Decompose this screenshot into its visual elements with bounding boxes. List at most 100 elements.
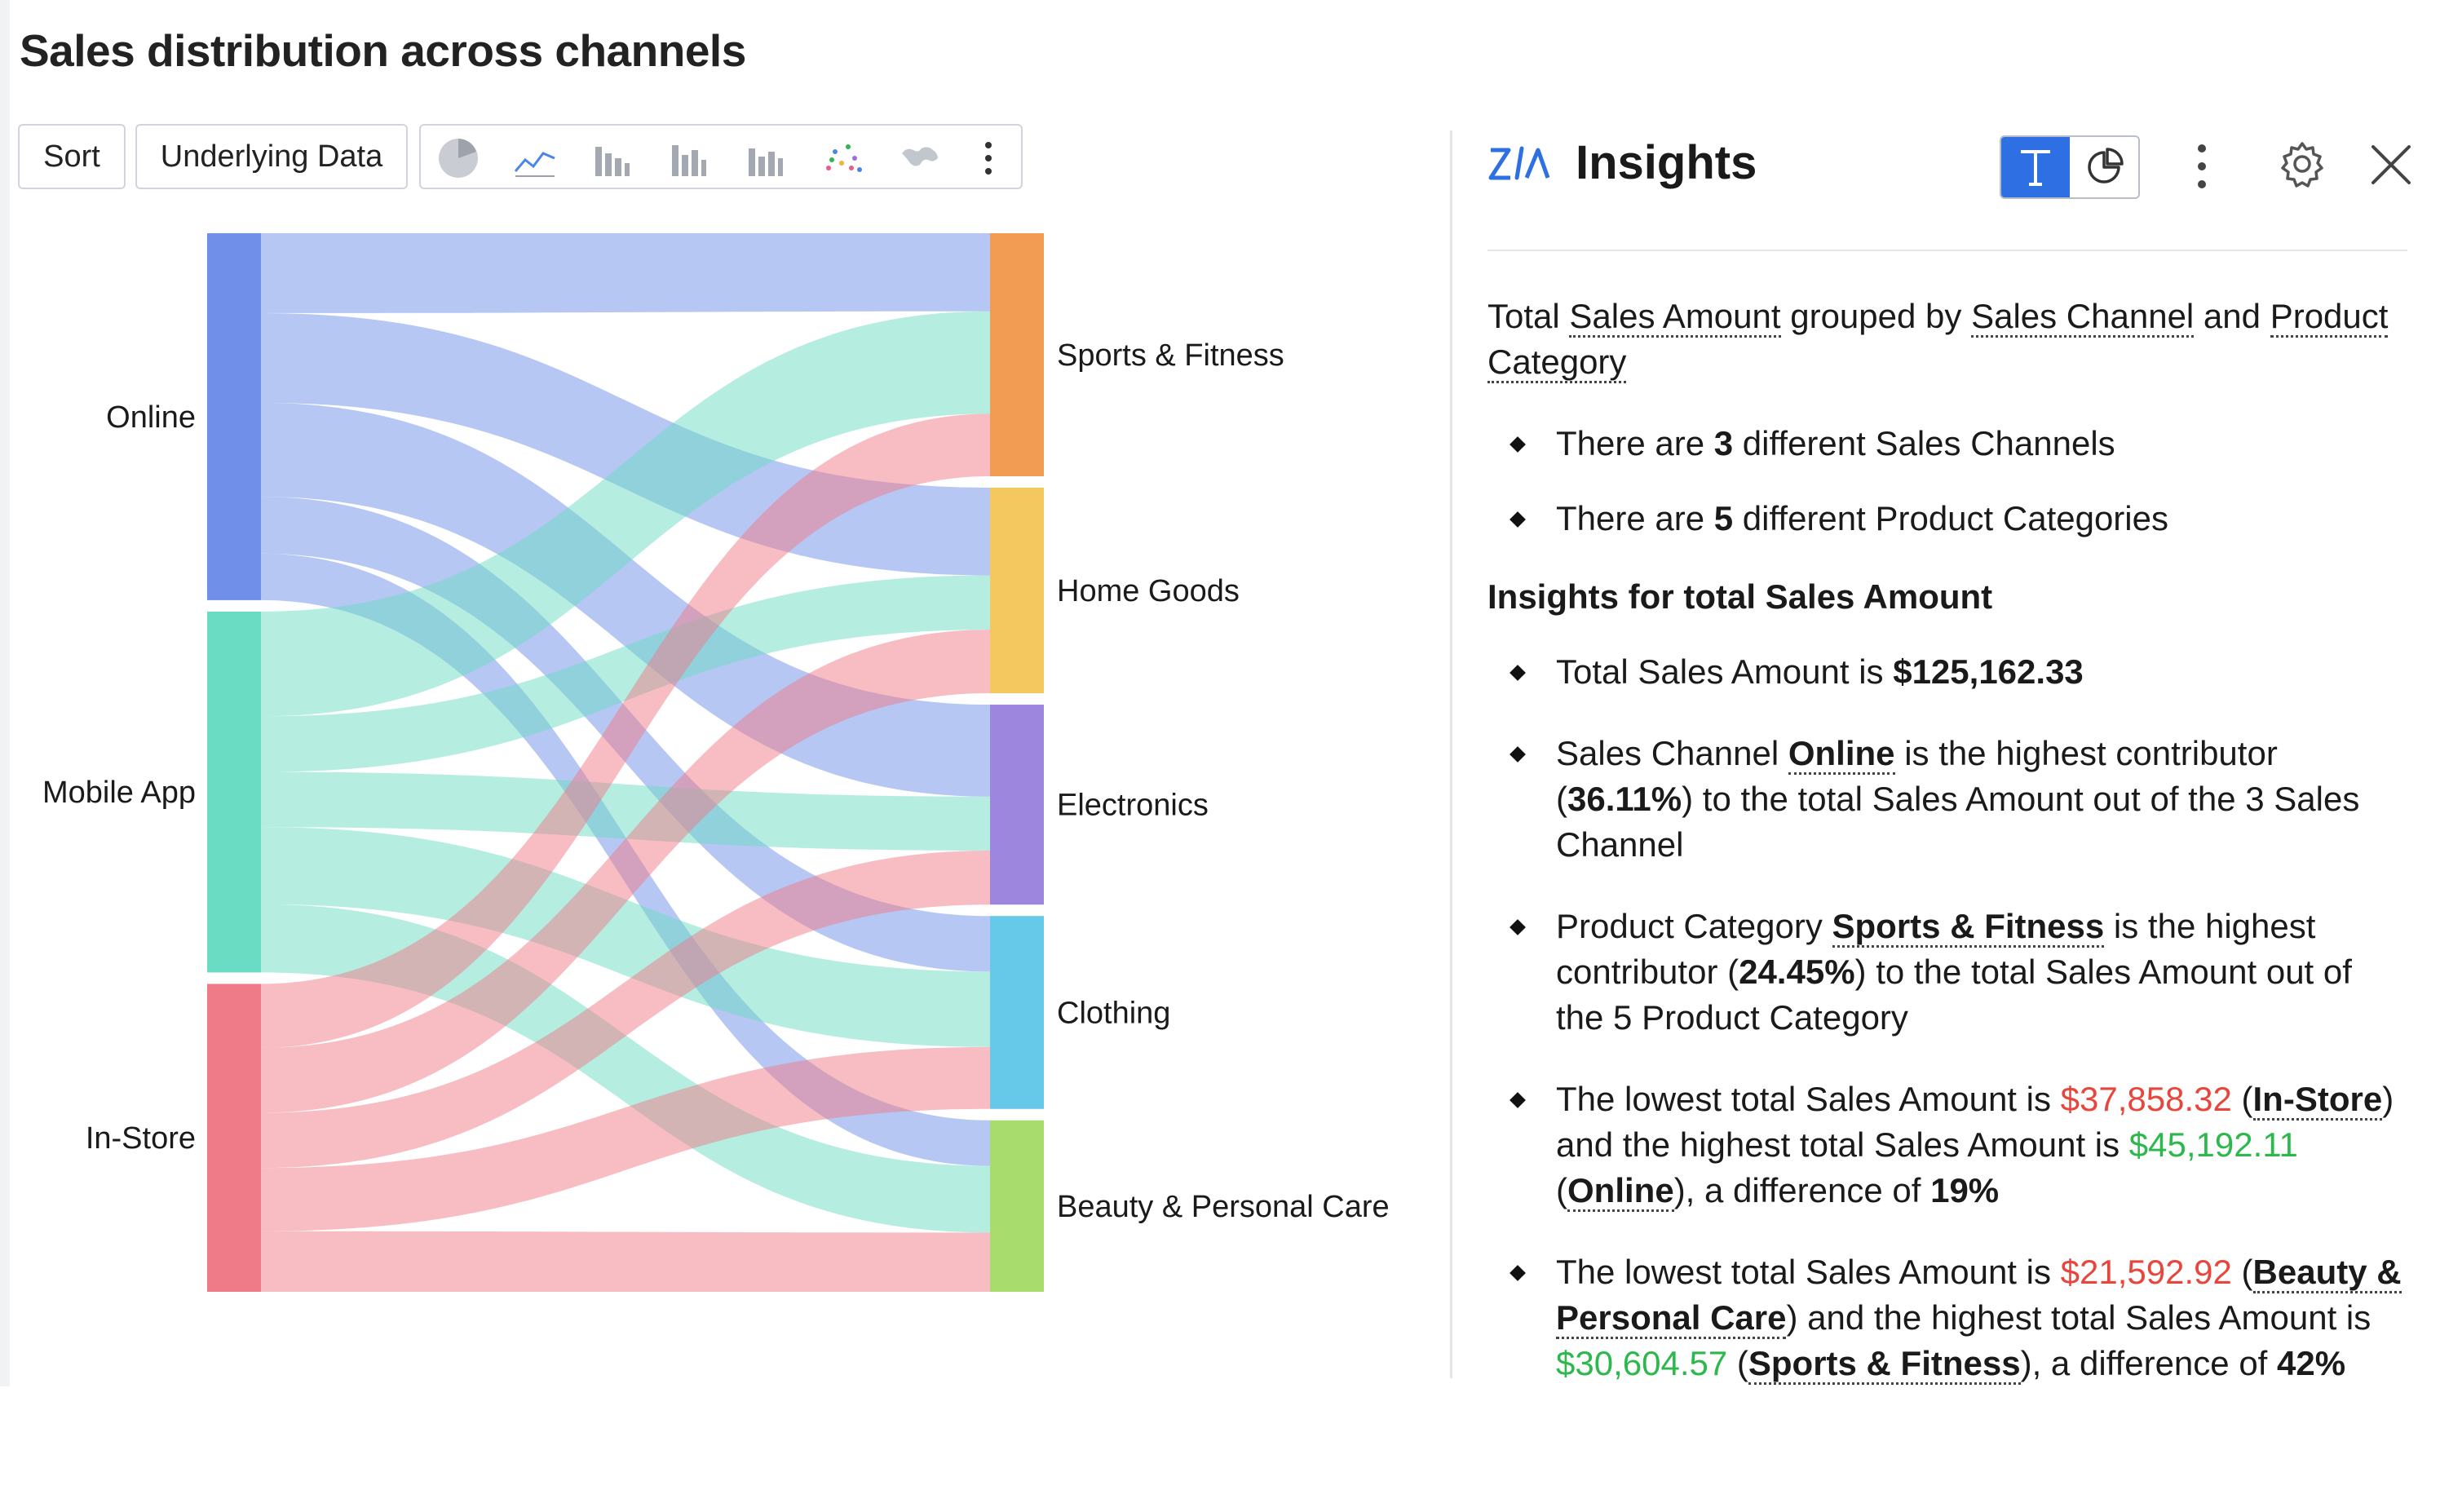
- sankey-link-in-store-to-clothing[interactable]: [261, 1046, 990, 1231]
- insight-text: Product Category: [1556, 907, 1832, 945]
- sankey-link-mobile-app-to-home-goods[interactable]: [261, 575, 990, 772]
- insight-link[interactable]: Sports & Fitness: [1748, 1344, 2021, 1385]
- insight-text: (: [1727, 1344, 1748, 1382]
- insights-title: Insights: [1576, 136, 1757, 189]
- insight-text: ) and the highest total Sales Amount is: [1786, 1298, 2371, 1337]
- insight-item: The lowest total Sales Amount is $37,858…: [1487, 1077, 2407, 1214]
- text-view-icon: [2021, 150, 2050, 186]
- pie-chart-icon[interactable]: [435, 135, 481, 181]
- insight-text: is the highest contributor (: [1556, 907, 2316, 991]
- insight-link[interactable]: Sports & Fitness: [1832, 907, 2105, 948]
- insight-high-value: $45,192.11: [2128, 1125, 2298, 1164]
- insight-item: Sales Channel Online is the highest cont…: [1487, 731, 2407, 868]
- view-toggle: [2000, 135, 2140, 199]
- sankey-label-electronics: Electronics: [1057, 789, 1209, 823]
- insight-text: The lowest total Sales Amount is: [1556, 1080, 2061, 1118]
- summary-text: Total: [1487, 297, 1570, 335]
- sankey-link-in-store-to-beauty-and-personal-care[interactable]: [261, 1231, 990, 1292]
- more-icon[interactable]: [972, 135, 1005, 181]
- insight-text: ), a difference of: [2020, 1344, 2278, 1382]
- grouped-bar-chart-icon[interactable]: [742, 135, 788, 181]
- sankey-node-electronics[interactable]: [990, 705, 1044, 905]
- dimension-link-sales-channel[interactable]: Sales Channel: [1971, 297, 2195, 338]
- map-chart-icon[interactable]: [897, 135, 943, 181]
- insight-item: There are 5 different Product Categories: [1487, 496, 2407, 542]
- sankey-link-mobile-app-to-electronics[interactable]: [261, 771, 990, 851]
- gear-icon[interactable]: [2279, 140, 2326, 188]
- insight-value: 3: [1713, 424, 1734, 462]
- report-title: Sales distribution across channels: [20, 25, 746, 76]
- sankey-node-in-store[interactable]: [207, 984, 261, 1292]
- sort-button[interactable]: Sort: [18, 124, 126, 189]
- text-view-button[interactable]: [2001, 137, 2070, 197]
- insight-text: different Product Categories: [1733, 499, 2168, 537]
- insight-link[interactable]: Online: [1567, 1171, 1674, 1212]
- insight-value: 24.45%: [1739, 953, 1855, 991]
- sankey-node-mobile-app[interactable]: [207, 611, 261, 973]
- chart-view-button[interactable]: [2070, 137, 2138, 197]
- insights-heading: Insights for total Sales Amount: [1487, 577, 1993, 616]
- sankey-link-online-to-sports-and-fitness[interactable]: [261, 233, 990, 313]
- pane-divider[interactable]: [1450, 130, 1452, 1378]
- insight-text: ) to the total Sales Amount out of the 3…: [1556, 780, 2360, 864]
- sankey-node-online[interactable]: [207, 233, 261, 600]
- insight-value: $125,162.33: [1893, 652, 2084, 691]
- insight-value: 19%: [1930, 1171, 2000, 1209]
- insight-text: (: [2231, 1253, 2253, 1291]
- insight-value: 42%: [2277, 1344, 2346, 1382]
- sankey-label-sports-and-fitness: Sports & Fitness: [1057, 338, 1284, 373]
- measure-link[interactable]: Sales Amount: [1569, 297, 1781, 338]
- sankey-label-clothing: Clothing: [1057, 996, 1170, 1030]
- insight-low-value: $21,592.92: [2060, 1253, 2232, 1291]
- close-icon[interactable]: [2367, 140, 2416, 189]
- line-chart-icon[interactable]: [512, 135, 558, 181]
- sankey-link-in-store-to-home-goods[interactable]: [261, 630, 990, 1113]
- insight-value: 5: [1713, 499, 1734, 537]
- stacked-bar-chart-icon[interactable]: [665, 135, 711, 181]
- sankey-label-mobile-app: Mobile App: [42, 776, 196, 810]
- insights-summary: Total Sales Amount grouped by Sales Chan…: [1487, 294, 2407, 385]
- insight-link[interactable]: Online: [1788, 734, 1895, 775]
- underlying-data-button[interactable]: Underlying Data: [135, 124, 408, 189]
- sankey-label-home-goods: Home Goods: [1057, 574, 1240, 608]
- insights-body: Total Sales Amount grouped by Sales Chan…: [1487, 294, 2407, 1386]
- dimension-link-product-category[interactable]: Product Category: [1487, 297, 2389, 383]
- more-icon[interactable]: [2194, 142, 2210, 191]
- insight-item: Total Sales Amount is $125,162.33: [1487, 649, 2407, 695]
- insight-text: ), a difference of: [1673, 1171, 1931, 1209]
- sankey-node-sports-and-fitness[interactable]: [990, 233, 1044, 476]
- sankey-node-home-goods[interactable]: [990, 487, 1044, 694]
- insight-high-value: $30,604.57: [1556, 1344, 1728, 1382]
- insight-text: different Sales Channels: [1733, 424, 2115, 462]
- left-gutter: [0, 0, 10, 1386]
- sankey-node-clothing[interactable]: [990, 916, 1044, 1109]
- sankey-label-beauty-and-personal-care: Beauty & Personal Care: [1057, 1190, 1390, 1224]
- insight-link[interactable]: Beauty & Personal Care: [1556, 1253, 2402, 1339]
- insights-header-divider: [1487, 250, 2407, 251]
- insight-text: ) to the total Sales Amount out of the 5…: [1556, 953, 2352, 1037]
- sankey-chart: Online Mobile App In-Store Sports & Fitness…: [42, 233, 1390, 1292]
- insight-value: 36.11%: [1567, 780, 1682, 818]
- insight-text: The lowest total Sales Amount is: [1556, 1253, 2061, 1291]
- sankey-link-mobile-app-to-sports-and-fitness[interactable]: [261, 311, 990, 717]
- sankey-link-in-store-to-sports-and-fitness[interactable]: [261, 413, 990, 1048]
- insight-text: Total Sales Amount is: [1556, 652, 1894, 691]
- zia-logo-icon: [1488, 146, 1550, 180]
- sankey-link-in-store-to-electronics[interactable]: [261, 851, 990, 1169]
- chart-type-bar: [419, 124, 1023, 189]
- scatter-chart-icon[interactable]: [820, 135, 866, 181]
- summary-text: and: [2194, 297, 2270, 335]
- insight-link[interactable]: In-Store: [2252, 1080, 2383, 1121]
- bar-chart-icon[interactable]: [589, 135, 634, 181]
- sankey-link-mobile-app-to-clothing[interactable]: [261, 827, 990, 1047]
- insight-text: There are: [1556, 499, 1714, 537]
- insight-item: The lowest total Sales Amount is $21,592…: [1487, 1249, 2407, 1386]
- insight-text: is the highest contributor (: [1556, 734, 2278, 818]
- pie-chart-view-icon: [2088, 148, 2124, 183]
- summary-text: grouped by: [1780, 297, 1972, 335]
- sankey-node-beauty-and-personal-care[interactable]: [990, 1120, 1044, 1292]
- sankey-nodes: [207, 233, 1044, 1292]
- sankey-label-online: Online: [106, 400, 196, 435]
- sankey-labels: Online Mobile App In-Store Sports & Fitness…: [42, 338, 1390, 1224]
